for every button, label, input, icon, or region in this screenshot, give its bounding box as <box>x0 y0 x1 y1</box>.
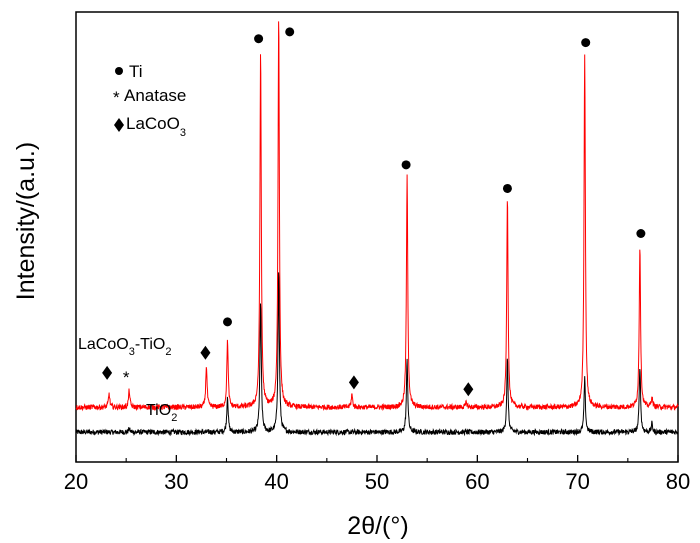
x-tick-label: 60 <box>465 469 489 494</box>
plot-frame <box>75 11 679 463</box>
lacoo3-peak-marker <box>102 365 113 380</box>
x-axis-title: 2θ/(°) <box>347 512 408 540</box>
legend-diamond-icon <box>114 118 124 132</box>
x-tick-label: 40 <box>264 469 288 494</box>
ti-peak-marker <box>285 27 295 37</box>
anatase-peak-marker: * <box>123 368 130 387</box>
ti-peak-marker <box>581 38 591 48</box>
legend-entry-ti: Ti <box>115 62 143 81</box>
legend-label-lacoo3: LaCoO3 <box>126 114 186 139</box>
ti-peak-marker <box>223 317 233 327</box>
y-axis-title: Intensity/(a.u.) <box>12 142 40 300</box>
x-tick-label: 20 <box>64 469 88 494</box>
series-label-tio2: TiO2 <box>146 402 177 424</box>
phase-markers: * <box>102 27 646 397</box>
x-tick-label: 30 <box>164 469 188 494</box>
legend-label-anatase: Anatase <box>124 86 186 105</box>
x-tick-label: 50 <box>365 469 389 494</box>
series-line-lacoo3-tio2 <box>75 21 679 412</box>
series-group <box>75 21 679 437</box>
legend: Ti * Anatase LaCoO3 <box>113 62 186 139</box>
ti-peak-marker <box>636 229 646 239</box>
legend-entry-lacoo3: LaCoO3 <box>114 114 186 139</box>
legend-label-ti: Ti <box>129 62 143 81</box>
lacoo3-peak-marker <box>463 382 474 397</box>
lacoo3-peak-marker <box>348 375 359 390</box>
plot-frame-rect <box>75 11 679 463</box>
legend-entry-anatase: * Anatase <box>113 86 186 107</box>
axis-ticks: 20 30 40 50 60 70 80 <box>64 455 690 494</box>
ti-peak-marker <box>502 183 512 193</box>
x-tick-label: 70 <box>565 469 589 494</box>
lacoo3-peak-marker <box>200 345 211 360</box>
legend-circle-icon <box>115 67 123 75</box>
ti-peak-marker <box>254 34 264 44</box>
series-line-tio2 <box>75 272 679 437</box>
legend-asterisk-icon: * <box>113 88 120 107</box>
ti-peak-marker <box>401 160 411 170</box>
series-label-lacoo3-tio2: LaCoO3-TiO2 <box>78 336 171 358</box>
x-tick-label: 80 <box>666 469 690 494</box>
